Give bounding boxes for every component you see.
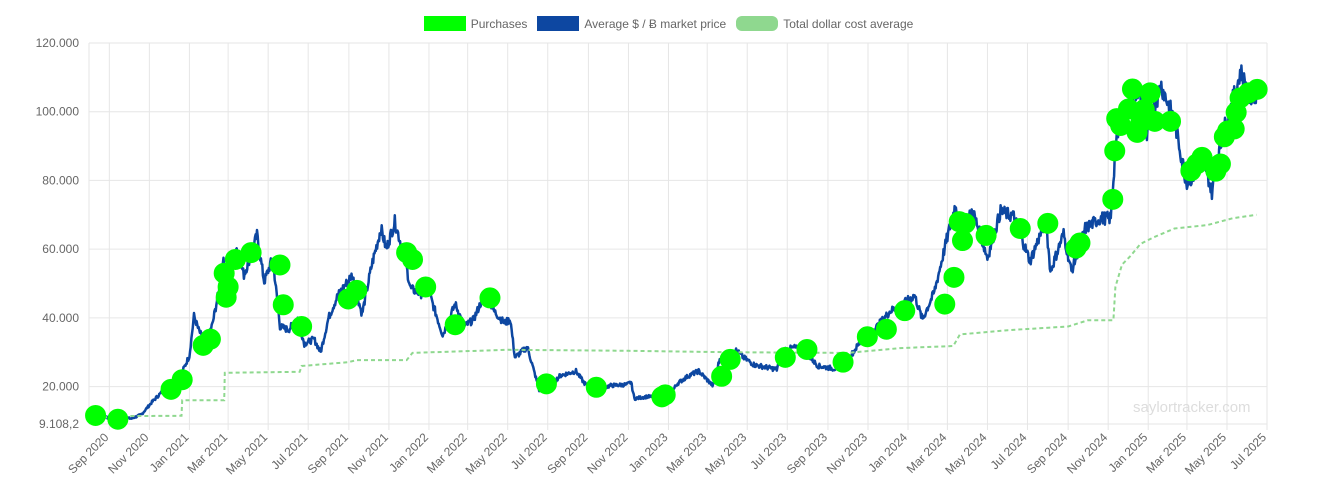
purchase-point[interactable] [1191, 146, 1213, 168]
dca-series [89, 213, 1257, 419]
purchase-point[interactable] [832, 351, 854, 373]
purchase-point[interactable] [444, 314, 466, 336]
purchase-point[interactable] [1209, 153, 1231, 175]
y-tick-label: 100.000 [36, 105, 80, 119]
x-tick-label: Nov 2022 [584, 430, 630, 476]
purchase-point[interactable] [654, 384, 676, 406]
purchase-point[interactable] [415, 276, 437, 298]
purchase-point[interactable] [934, 293, 956, 315]
legend-swatch-market-price [537, 16, 580, 31]
purchase-point[interactable] [1139, 82, 1161, 104]
purchase-point[interactable] [1009, 218, 1031, 240]
x-tick-label: May 2022 [463, 430, 510, 477]
x-tick-label: Nov 2024 [1064, 430, 1110, 476]
x-tick-label: May 2023 [702, 430, 749, 477]
purchase-point[interactable] [856, 326, 878, 348]
purchase-point[interactable] [1121, 78, 1143, 100]
chart-axes: 9.108,2 20.000 40.000 60.000 80.000 100.000 12… [36, 36, 1270, 477]
x-tick-label: Jan 2023 [626, 430, 671, 475]
purchase-point[interactable] [479, 287, 501, 309]
purchase-point[interactable] [975, 224, 997, 246]
purchase-point[interactable] [402, 248, 424, 270]
purchase-point[interactable] [774, 346, 796, 368]
dca-line [89, 213, 1257, 419]
x-tick-label: Sep 2021 [305, 430, 351, 476]
legend-swatch-dca [736, 16, 779, 31]
y-tick-label: 60.000 [42, 242, 79, 256]
chart-legend: Purchases Average $ / Ƀ market price Tot… [0, 16, 1337, 31]
purchase-point[interactable] [85, 404, 107, 426]
purchase-point[interactable] [1069, 232, 1091, 254]
legend-label-dca: Total dollar cost average [783, 16, 914, 31]
purchase-point[interactable] [1037, 212, 1059, 234]
purchase-point[interactable] [107, 408, 129, 430]
purchase-point[interactable] [711, 365, 733, 387]
y-tick-label: 120.000 [36, 36, 80, 50]
purchase-point[interactable] [951, 230, 973, 252]
x-tick-label: Nov 2023 [824, 430, 870, 476]
purchase-point[interactable] [894, 300, 916, 322]
y-tick-label: 40.000 [42, 311, 79, 325]
purchase-point[interactable] [171, 369, 193, 391]
purchase-point[interactable] [217, 276, 239, 298]
purchase-point[interactable] [269, 254, 291, 276]
x-tick-label: Jan 2024 [865, 430, 910, 475]
purchase-point[interactable] [1246, 78, 1268, 100]
legend-label-purchases: Purchases [470, 16, 528, 31]
watermark: saylortracker.com [1133, 399, 1251, 416]
purchase-point[interactable] [719, 348, 741, 370]
y-tick-label: 9.108,2 [39, 417, 79, 431]
purchase-point[interactable] [346, 279, 368, 301]
purchase-point[interactable] [875, 318, 897, 340]
x-tick-label: Jan 2021 [147, 430, 192, 475]
purchase-point[interactable] [954, 212, 976, 234]
x-tick-label: Sep 2023 [784, 430, 830, 476]
x-tick-label: May 2024 [942, 430, 989, 477]
legend-swatch-purchases [423, 16, 466, 31]
x-tick-label: Sep 2020 [65, 430, 111, 476]
legend-item-purchases[interactable]: Purchases [423, 16, 528, 31]
purchase-point[interactable] [272, 294, 294, 316]
purchase-point[interactable] [796, 338, 818, 360]
legend-item-market-price[interactable]: Average $ / Ƀ market price [537, 16, 726, 31]
x-tick-label: Sep 2024 [1024, 430, 1070, 476]
purchase-point[interactable] [1104, 140, 1126, 162]
x-tick-label: May 2021 [223, 430, 270, 477]
purchase-point[interactable] [1160, 110, 1182, 132]
y-tick-label: 80.000 [42, 173, 79, 187]
x-tick-label: Sep 2022 [544, 430, 590, 476]
purchase-point[interactable] [291, 315, 313, 337]
purchase-point[interactable] [199, 328, 221, 350]
x-tick-label: Nov 2021 [345, 430, 391, 476]
purchase-markers [85, 78, 1268, 430]
x-tick-label: May 2025 [1182, 430, 1229, 477]
x-tick-label: Jan 2025 [1106, 430, 1151, 475]
purchase-point[interactable] [585, 376, 607, 398]
legend-item-dca[interactable]: Total dollar cost average [736, 16, 913, 31]
x-tick-label: Jan 2022 [386, 430, 431, 475]
purchase-point[interactable] [535, 373, 557, 395]
x-tick-label: Nov 2020 [105, 430, 151, 476]
purchase-point[interactable] [943, 266, 965, 288]
y-tick-label: 20.000 [42, 380, 79, 394]
purchase-point[interactable] [1102, 188, 1124, 210]
purchase-point[interactable] [240, 242, 262, 264]
x-tick-label: Jul 2025 [1227, 430, 1269, 472]
legend-label-market-price: Average $ / Ƀ market price [584, 16, 727, 31]
